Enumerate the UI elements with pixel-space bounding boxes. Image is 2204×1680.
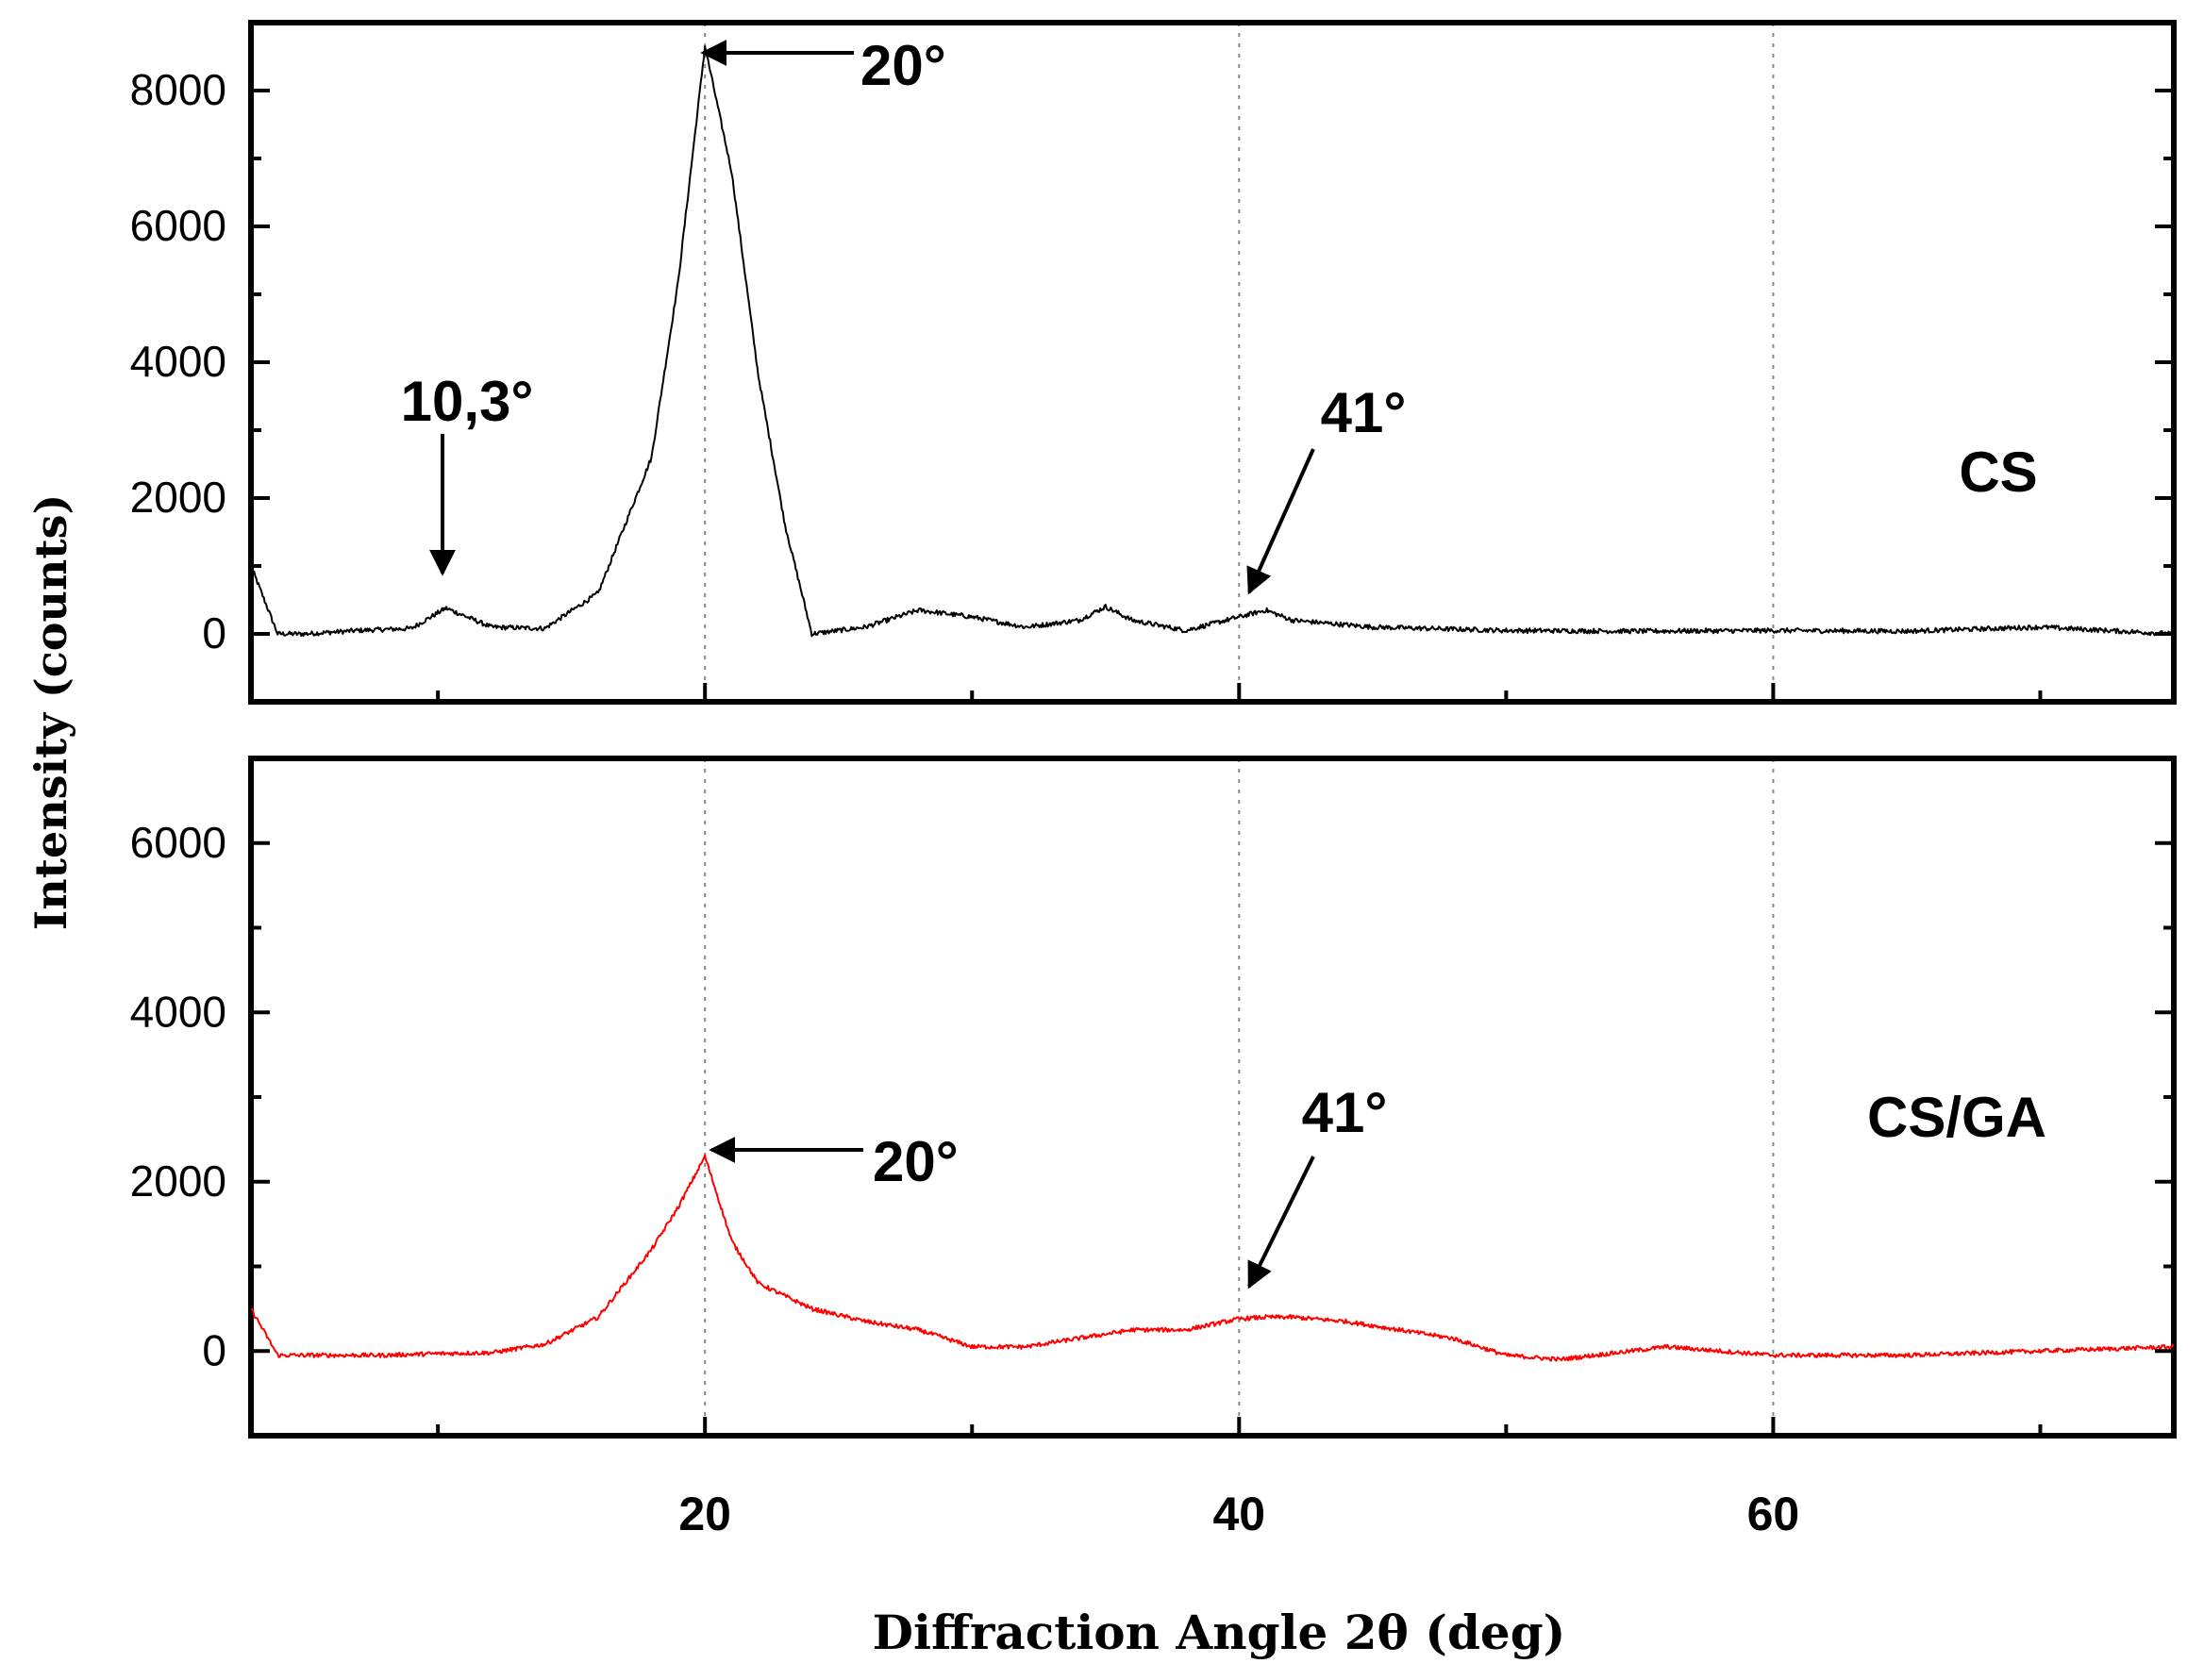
grid-layer xyxy=(704,23,1775,1436)
peak-label-top-0: 20° xyxy=(860,34,946,97)
sample-label-top: CS xyxy=(1959,441,2037,504)
series-line-top xyxy=(250,45,2175,638)
series-layer xyxy=(250,45,2175,1362)
x-axis-title: Diffraction Angle 2θ (deg) xyxy=(873,1605,1566,1660)
peak-label-bottom-0: 20° xyxy=(873,1130,959,1193)
y-tick-label-top: 6000 xyxy=(130,201,226,250)
y-tick-label-bottom: 4000 xyxy=(130,987,226,1036)
series-line-bottom xyxy=(250,1154,2175,1362)
peak-label-top-1: 10,3° xyxy=(401,370,534,433)
y-axis-title: Intensity (counts) xyxy=(25,494,76,931)
y-tick-label-bottom: 2000 xyxy=(130,1156,226,1206)
x-tick-label: 60 xyxy=(1747,1488,1800,1540)
y-tick-label-top: 2000 xyxy=(130,473,226,522)
y-tick-label-top: 0 xyxy=(202,608,226,657)
ticks-layer: 0 2000 4000 6000 8000 0 2000 4000 6000 20 40 60 xyxy=(130,65,2174,1540)
y-tick-label-top: 8000 xyxy=(130,65,226,114)
peak-label-top-2: 41° xyxy=(1321,381,1407,444)
y-tick-label-top: 4000 xyxy=(130,337,226,386)
peak-arrow-top-41 xyxy=(1246,448,1315,595)
annotation-layer: CS CS/GA 20° 10,3° 41° 20° 41° xyxy=(401,34,2046,1289)
y-tick-label-bottom: 6000 xyxy=(130,818,226,867)
plot-frame-top xyxy=(248,20,2177,705)
x-tick-label: 20 xyxy=(678,1488,731,1540)
x-tick-label: 40 xyxy=(1212,1488,1265,1540)
peak-label-bottom-1: 41° xyxy=(1302,1081,1388,1144)
sample-label-bottom: CS/GA xyxy=(1867,1086,2046,1149)
y-tick-label-bottom: 0 xyxy=(202,1325,226,1374)
frames-layer xyxy=(248,20,2177,1439)
peak-arrow-bottom-41 xyxy=(1247,1156,1315,1289)
